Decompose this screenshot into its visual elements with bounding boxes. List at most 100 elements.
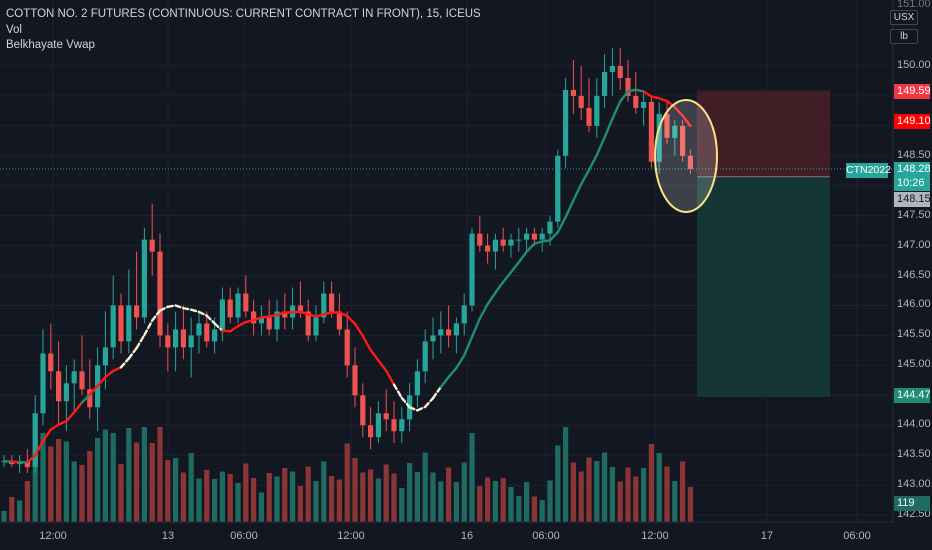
candle-body (227, 299, 233, 318)
price-tick: 146.00 (897, 298, 931, 311)
highlight-ellipse[interactable] (654, 99, 718, 213)
volume-bar (258, 492, 264, 522)
volume-bar (32, 440, 38, 522)
price-tick: 145.50 (897, 328, 931, 341)
vwap-segment (299, 310, 310, 316)
candle-body (625, 77, 631, 96)
vwap-segment (595, 136, 606, 157)
volume-bar (17, 500, 23, 522)
symbol-title[interactable]: COTTON NO. 2 FUTURES (CONTINUOUS: CURREN… (6, 8, 481, 20)
vwap-segment (587, 153, 598, 172)
candle-body (282, 311, 288, 318)
vwap-segment (665, 99, 676, 109)
candle-body (531, 233, 537, 240)
volume-bar (48, 446, 54, 522)
vwap-segment (447, 366, 458, 379)
volume-bar (656, 453, 662, 522)
entry-alt-tag: 149.10 (894, 114, 931, 129)
volume-bar (204, 470, 210, 522)
volume-bar (516, 496, 522, 522)
vwap-segment (41, 428, 52, 443)
candle-body (539, 233, 545, 240)
vwap-segment (626, 88, 637, 93)
volume-bar (586, 457, 592, 522)
candlestick-series (1, 48, 693, 474)
candle-body (687, 155, 693, 169)
vwap-segment (580, 168, 591, 186)
candle-body (570, 89, 576, 96)
volume-bar (243, 463, 249, 522)
vwap-segment (541, 239, 552, 243)
price-tick-top-partial: 151.00 (897, 0, 931, 10)
vwap-segment (681, 114, 692, 128)
candle-body (500, 239, 506, 246)
candle-body (71, 371, 77, 384)
volume-indicator-label[interactable]: Vol (6, 23, 22, 36)
candle-body (165, 335, 171, 348)
candle-body (672, 125, 678, 138)
candle-body (578, 95, 584, 108)
candle-body (157, 251, 163, 336)
vwap-segment (260, 315, 271, 319)
candle-body (648, 101, 654, 162)
vwap-segment (213, 322, 224, 332)
candle-body (422, 341, 428, 372)
candle-body (188, 335, 194, 348)
symbol-tag: CTN2022 (846, 163, 891, 178)
volume-bar (578, 471, 584, 522)
volume-bar (235, 483, 241, 522)
vwap-segment (26, 454, 37, 464)
candle-body (516, 239, 522, 241)
vwap-segment (478, 302, 489, 320)
vwap-segment (150, 309, 162, 322)
vwap-segment (525, 242, 536, 254)
vwap-segment (80, 393, 92, 404)
vwap-segment (650, 95, 661, 100)
currency-button[interactable]: USX (890, 10, 918, 25)
volume-bar (477, 486, 483, 522)
vwap-segment (205, 314, 216, 325)
volume-bar (134, 442, 140, 522)
vwap-segment (517, 250, 528, 264)
volume-bar (87, 451, 93, 522)
volume-bar (524, 482, 530, 522)
volume-bar (531, 496, 537, 522)
vwap-segment (346, 314, 357, 326)
vwap-segment (252, 316, 263, 322)
vwap-segment (634, 88, 645, 93)
volume-bar (633, 476, 639, 522)
candle-body (48, 353, 54, 372)
volume-bar (227, 474, 233, 522)
volume-bar (446, 467, 452, 522)
candle-body (680, 125, 686, 156)
time-tick: 12:00 (641, 530, 669, 542)
volume-bar (469, 433, 475, 522)
vwap-segment (236, 320, 248, 328)
vwap-indicator-label[interactable]: Belkhayate Vwap (6, 39, 95, 51)
unit-button[interactable]: lb (890, 29, 918, 44)
candle-body (126, 305, 132, 342)
volume-tag: 119 (894, 496, 930, 511)
volume-bar (453, 482, 459, 522)
candle-body (375, 413, 381, 438)
candle-body (617, 66, 623, 78)
vwap-segment (34, 439, 45, 457)
volume-bar (110, 433, 116, 522)
candle-body (63, 383, 69, 402)
volume-bar (313, 481, 319, 522)
vwap-segment (502, 271, 513, 284)
volume-bar (648, 444, 654, 522)
vwap-segment (470, 317, 481, 339)
vwap-segment (228, 324, 240, 333)
stop-loss-tag: 149.59 (894, 84, 931, 99)
vwap-segment (189, 308, 201, 314)
vwap-segment (385, 369, 396, 386)
volume-bars (1, 427, 693, 522)
risk-reward-zones[interactable] (697, 90, 830, 398)
candle-body (399, 419, 405, 432)
vwap-segment (268, 313, 279, 318)
volume-bar (219, 471, 225, 522)
vwap-segment (509, 261, 520, 274)
volume-bar (375, 478, 381, 522)
